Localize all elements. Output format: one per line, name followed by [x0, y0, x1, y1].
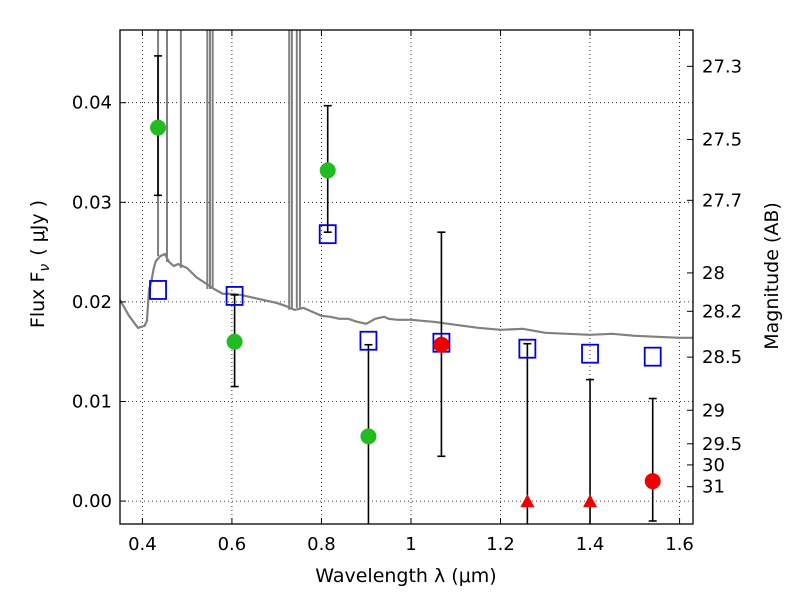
y-axis-label: Flux Fν ( μJy ): [27, 200, 53, 328]
mag-tick-label: 29.5: [702, 434, 742, 455]
x-tick-label: 1.4: [576, 534, 605, 555]
x-axis-label: Wavelength λ (μm): [315, 565, 496, 587]
svg-text:Flux Fν( μJy ): Flux Fν ( μJy ): [27, 200, 53, 328]
grid: [120, 30, 693, 524]
mag-tick-label: 28.5: [702, 347, 742, 368]
mag-tick-label: 31: [702, 477, 725, 498]
x-tick-label: 0.8: [307, 534, 336, 555]
model-photometry-square: [518, 338, 537, 359]
mag-tick-label: 27.7: [702, 190, 742, 211]
detection-point: [226, 333, 243, 350]
y-tick-label: 0.04: [72, 93, 112, 114]
y-tick-label: 0.02: [72, 292, 112, 313]
detection-point: [319, 162, 336, 179]
y-tick-label: 0.03: [72, 192, 112, 213]
mag-tick-label: 28: [702, 263, 725, 284]
y-axis-label-main: Flux F: [27, 272, 49, 328]
y-tick-label: 0.01: [72, 391, 112, 412]
mag-tick-label: 27.3: [702, 56, 742, 77]
mag-tick-label: 30: [702, 455, 725, 476]
detection-point: [150, 119, 167, 136]
model-photometry-square: [149, 280, 167, 300]
model-photometry-square: [225, 286, 244, 306]
x-tick-label: 0.4: [128, 534, 157, 555]
upper-limit-triangle: [583, 494, 598, 508]
model-photometry-square: [643, 346, 662, 367]
axes: 0.4 0.6 0.8 1 1.2 1.4 1.6 0.00 0.01 0.02 0.03 0.04 2…: [72, 30, 742, 555]
upper-limit-triangle: [520, 494, 535, 508]
plot-frame: [119, 29, 694, 525]
mag-tick-label: 29: [702, 400, 725, 421]
model-photometry-square: [359, 330, 378, 351]
x-tick-label: 1: [405, 534, 416, 555]
spectrum: [119, 30, 693, 339]
y-axis-label-sub: ν: [37, 264, 53, 272]
model-photometry-square: [581, 343, 599, 364]
markers: [149, 119, 662, 508]
low-significance-point: [644, 473, 661, 490]
x-tick-label: 0.6: [218, 534, 247, 555]
mag-tick-label: 28.2: [702, 301, 742, 322]
x-tick-label: 1.2: [486, 534, 515, 555]
x-tick-label: 1.6: [665, 534, 694, 555]
model-photometry-square: [318, 224, 337, 245]
detection-point: [360, 428, 377, 445]
low-significance-point: [433, 336, 450, 353]
y-axis-label-unit: ( μJy ): [27, 200, 49, 256]
y-axis-right-label: Magnitude (AB): [761, 202, 783, 350]
y-tick-label: 0.00: [72, 491, 112, 512]
spectrum-continuum: [119, 252, 693, 339]
error-bars: [154, 55, 657, 524]
mag-tick-label: 27.5: [702, 129, 742, 150]
